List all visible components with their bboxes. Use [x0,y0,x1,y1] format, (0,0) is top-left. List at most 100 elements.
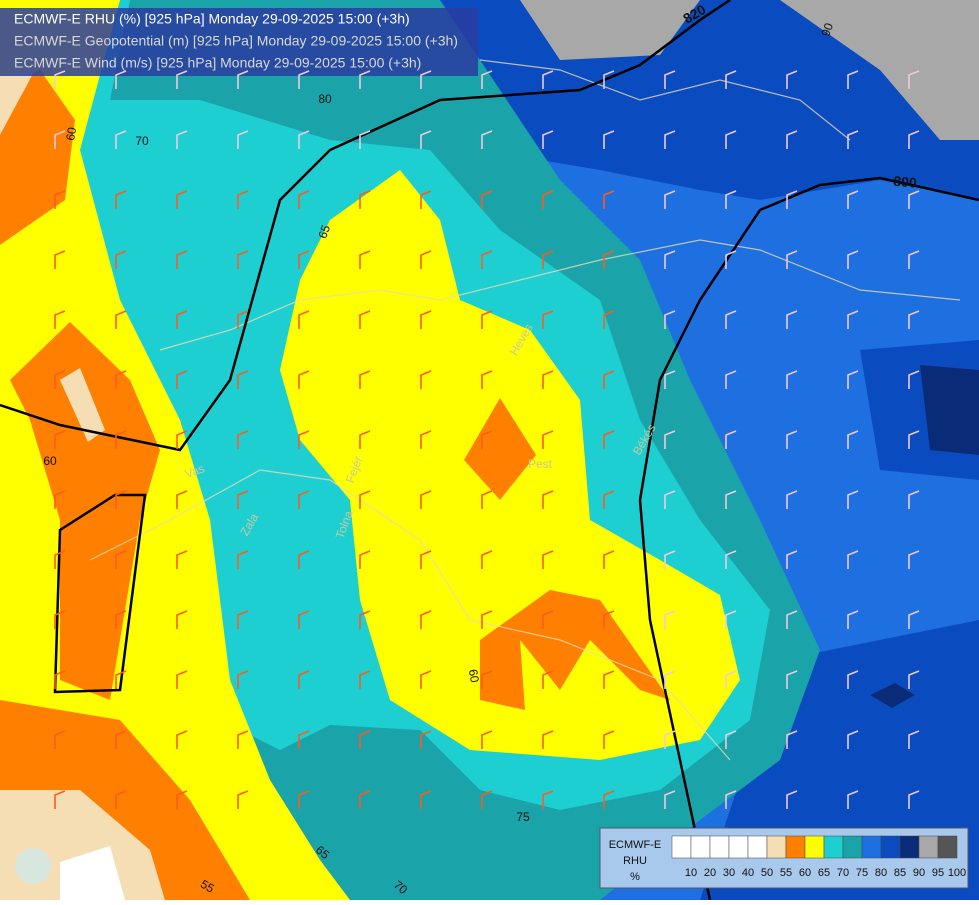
legend-label: 100 [948,867,966,879]
wind-barb [54,730,66,749]
wind-barb [664,370,676,389]
wind-barb [176,550,188,569]
borders [89,59,961,761]
place-label: Vas [183,461,206,481]
wind-barb [786,70,798,89]
wind-barb [481,610,493,629]
wind-barb [420,790,432,809]
wind-barb [542,550,554,569]
wind-barb [115,130,127,149]
wind-barb [664,70,676,89]
header-line: ECMWF-E Geopotential (m) [925 hPa] Monda… [14,33,458,49]
legend-swatch [671,835,692,859]
wind-barb [54,790,66,809]
wind-barb [420,370,432,389]
wind-barb [847,550,859,569]
wind-barb [420,430,432,449]
wind-barb [115,730,127,749]
contour-label: 80 [318,92,332,106]
legend-swatch [880,835,901,859]
wind-barb [664,430,676,449]
wind-barb [664,310,676,329]
wind-barb [725,430,737,449]
wind-barb [725,550,737,569]
wind-barb [359,130,371,149]
wind-barb [176,730,188,749]
wind-barb [786,730,798,749]
legend-swatch [937,835,958,859]
rhu-60 [10,322,160,700]
wind-barb [54,310,66,329]
wind-barb [603,610,615,629]
wind-barb [176,250,188,269]
wind-barb [359,310,371,329]
wind-barb [359,790,371,809]
wind-barb [664,790,676,809]
wind-barb [298,190,310,209]
wind-barb [725,70,737,89]
wind-barb [725,490,737,509]
wind-barb [237,730,249,749]
wind-barb [908,370,920,389]
wind-barb [420,490,432,509]
wind-barb [481,70,493,89]
wind-barb [420,610,432,629]
wind-barb [115,310,127,329]
wind-barb [54,610,66,629]
wind-barb [847,130,859,149]
wind-barb [542,310,554,329]
wind-barb [481,670,493,689]
wind-barb [908,310,920,329]
wind-barb [908,730,920,749]
wind-barb [786,190,798,209]
wind-barb [603,670,615,689]
legend-label: 20 [704,867,716,879]
wind-barb [359,190,371,209]
wind-barb [603,310,615,329]
wind-barb [847,250,859,269]
wind-barb [603,130,615,149]
wind-barb [420,310,432,329]
wind-barb [176,370,188,389]
wind-barb [115,610,127,629]
wind-barb [664,490,676,509]
wind-barb [420,550,432,569]
contour-label: 65 [315,223,333,241]
wind-barb [908,670,920,689]
wind-barb [420,730,432,749]
legend-swatch [918,835,939,859]
wind-barb [237,790,249,809]
contour-label: 70 [135,134,149,148]
rhu-90 [870,683,915,708]
rhu-60 [0,70,75,245]
wind-barb [298,250,310,269]
wind-barb [847,790,859,809]
legend-label: 85 [894,867,906,879]
wind-barb [237,490,249,509]
legend-label: 60 [799,867,811,879]
wind-barb [237,130,249,149]
wind-barb [542,250,554,269]
wind-barb [908,430,920,449]
wind-barb [542,790,554,809]
rhu-90 [920,365,979,455]
wind-barb [664,730,676,749]
wind-barb [54,190,66,209]
contour-label: 60 [43,454,57,468]
wind-barb [542,370,554,389]
rhu-95 [780,0,979,140]
geopotential-contour [53,493,147,694]
header-line: ECMWF-E Wind (m/s) [925 hPa] Monday 29-0… [14,55,421,71]
wind-barb [115,550,127,569]
legend-swatch [690,835,711,859]
wind-barb [359,430,371,449]
wind-barb [786,310,798,329]
wind-barb [786,550,798,569]
wind-barb [298,130,310,149]
legend-label: 40 [742,867,754,879]
wind-barb [664,190,676,209]
wind-barb [115,790,127,809]
wind-barb [847,670,859,689]
rhu-60 [464,398,536,500]
